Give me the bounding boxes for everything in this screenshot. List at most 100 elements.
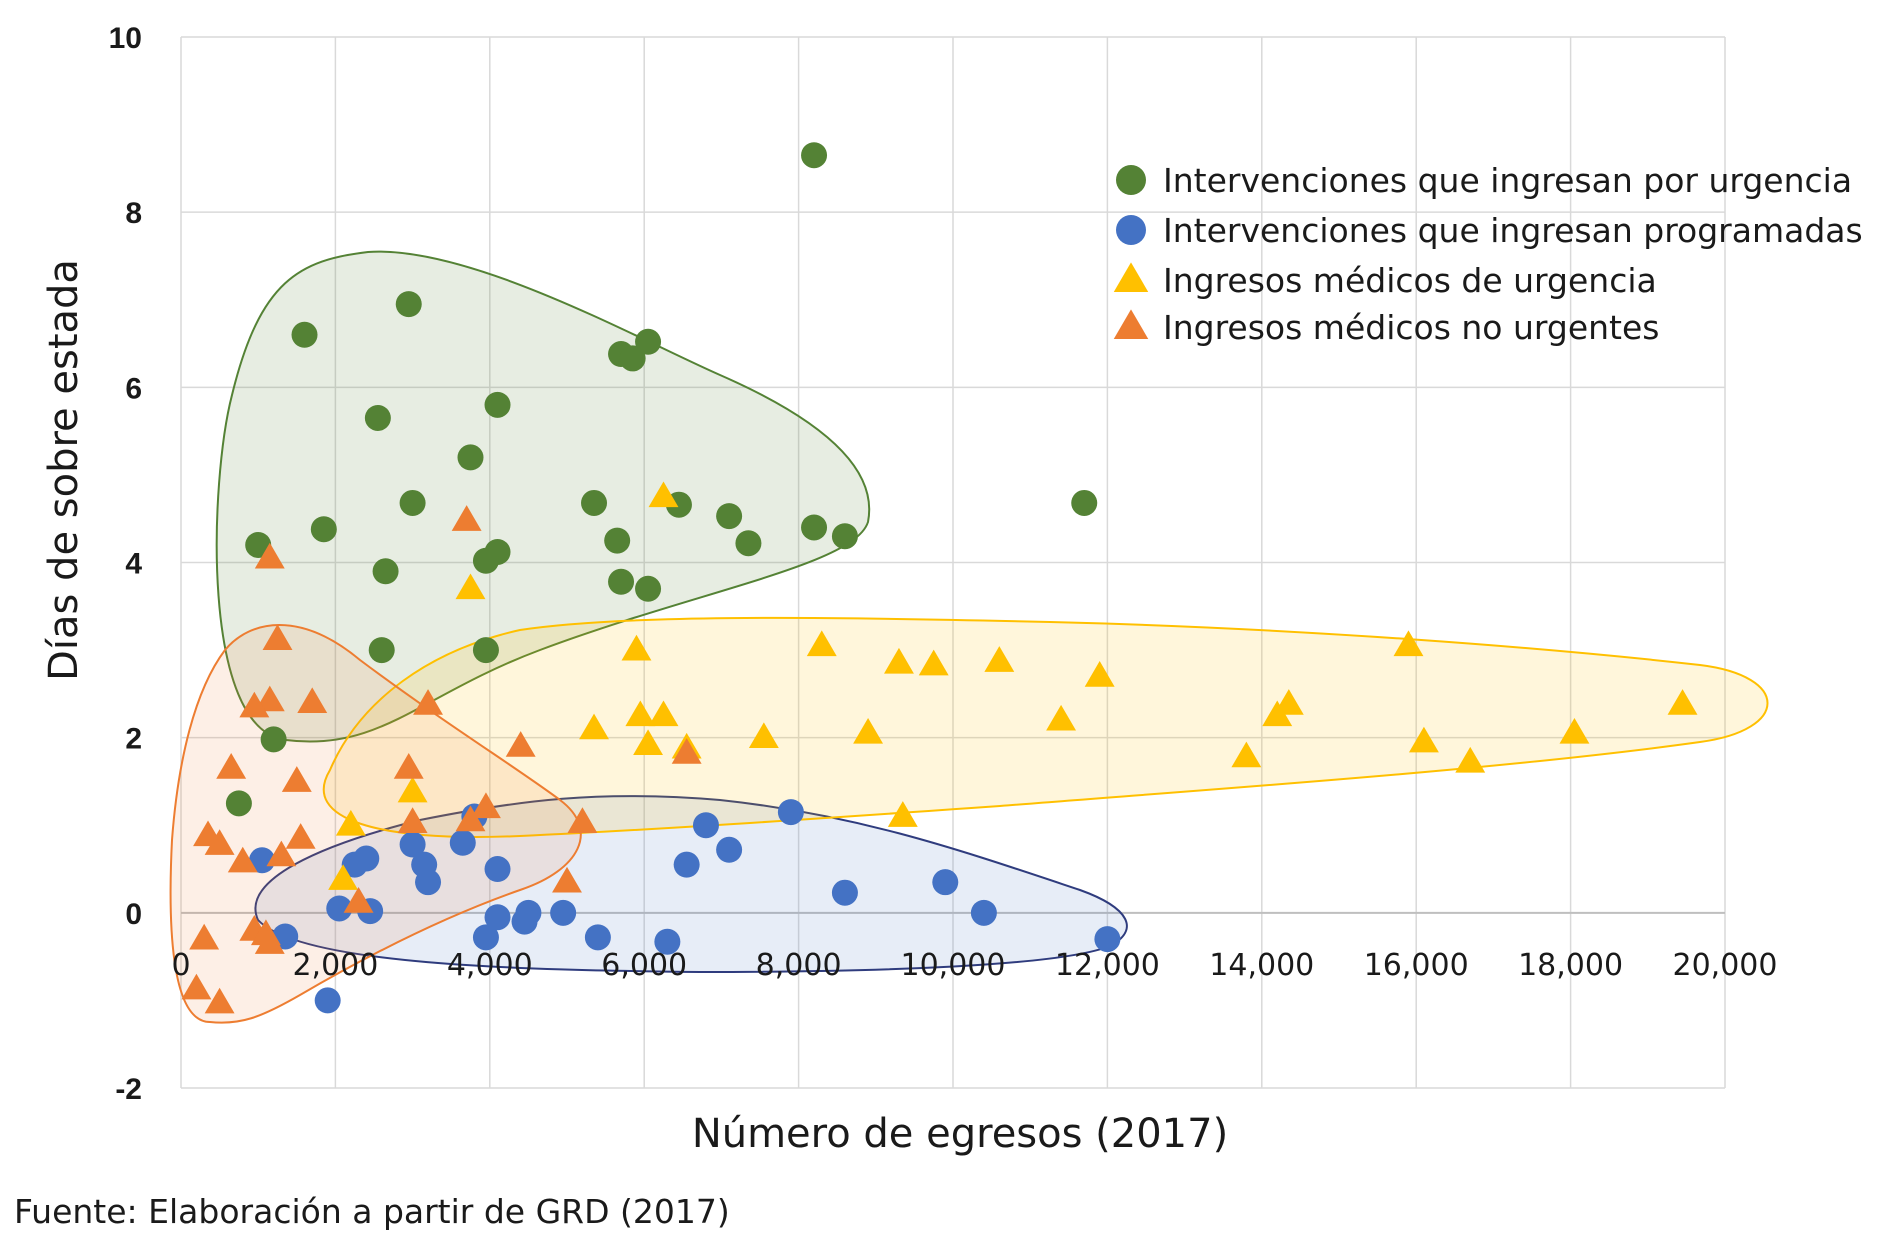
data-point [181, 973, 212, 1000]
data-point [552, 866, 582, 893]
data-point [621, 634, 652, 661]
data-point [189, 923, 220, 950]
data-point [716, 503, 743, 530]
x-axis-title: Número de egresos (2017) [692, 1111, 1228, 1157]
legend-marker [1116, 215, 1146, 245]
data-point [1455, 746, 1486, 773]
data-point [1094, 926, 1121, 953]
y-tick-label: 10 [109, 22, 142, 55]
data-point [604, 527, 631, 554]
data-point [326, 895, 353, 922]
cluster-shapes [169, 250, 1769, 1024]
series-group-2 [249, 799, 1121, 1014]
data-point [393, 753, 424, 779]
legend-label: Intervenciones que ingresan programadas [1163, 211, 1863, 250]
data-point [297, 687, 328, 714]
cluster-orange [169, 624, 582, 1024]
data-point [1084, 661, 1115, 687]
data-point [472, 924, 499, 951]
data-point [884, 647, 914, 674]
data-point [831, 879, 858, 906]
y-tick-label: -2 [115, 1073, 142, 1106]
data-point [291, 321, 318, 348]
data-point [341, 851, 368, 878]
x-tick-label: 14,000 [1209, 948, 1314, 983]
data-point [239, 691, 270, 718]
data-point [625, 700, 656, 727]
data-point [368, 637, 395, 664]
y-tick-label: 8 [125, 197, 142, 230]
legend-label: Ingresos médicos no urgentes [1163, 308, 1659, 347]
x-tick-label: 8,000 [756, 948, 842, 983]
data-point [984, 646, 1015, 672]
data-point [1559, 717, 1590, 744]
data-point [254, 542, 285, 569]
legend: Intervenciones que ingresan por urgencia… [1113, 161, 1863, 347]
data-point [451, 505, 482, 531]
data-point [635, 575, 662, 602]
data-point [216, 753, 247, 779]
data-point [314, 987, 341, 1014]
data-point [249, 847, 276, 874]
data-point [648, 700, 679, 727]
data-point [204, 987, 235, 1014]
data-point [470, 792, 501, 819]
data-point [225, 790, 252, 817]
data-point [484, 904, 511, 931]
x-tick-label: 12,000 [1055, 948, 1160, 983]
data-point [633, 729, 664, 756]
data-point [335, 809, 366, 836]
data-point [1262, 700, 1293, 727]
data-point [801, 142, 828, 169]
data-point [1231, 741, 1262, 768]
x-tick-label: 10,000 [901, 948, 1006, 983]
y-axis-title: Días de sobre estada [41, 259, 87, 681]
x-tick-label: 16,000 [1364, 948, 1469, 983]
data-point [364, 404, 391, 431]
data-point [932, 869, 959, 896]
data-point [550, 899, 577, 926]
data-point [635, 328, 662, 355]
series-group-4 [181, 505, 702, 1014]
data-point [372, 558, 399, 585]
data-point [853, 717, 884, 744]
data-point [397, 776, 428, 803]
legend-marker [1113, 309, 1149, 339]
series-group-1 [225, 142, 1098, 817]
data-point [777, 799, 804, 826]
x-tick-label: 20,000 [1673, 948, 1778, 983]
data-point [584, 924, 611, 951]
data-point [970, 899, 997, 926]
data-point [801, 514, 828, 541]
data-point [831, 523, 858, 550]
y-tick-label: 4 [125, 548, 142, 581]
data-point [472, 547, 499, 574]
data-point [484, 391, 511, 418]
data-point [204, 829, 235, 855]
data-point [227, 846, 258, 873]
data-point [567, 807, 598, 833]
legend-label: Intervenciones que ingresan por urgencia [1163, 161, 1852, 200]
data-point [455, 805, 486, 832]
x-tick-label: 6,000 [601, 948, 687, 983]
data-point [1393, 630, 1424, 657]
data-point [397, 807, 428, 833]
data-point [918, 649, 949, 676]
x-tick-label: 18,000 [1518, 948, 1623, 983]
data-point [413, 689, 443, 715]
data-point [887, 801, 918, 827]
legend-marker [1113, 262, 1149, 292]
data-point [455, 573, 486, 600]
data-point [1046, 704, 1077, 731]
data-point [449, 829, 476, 856]
data-point [457, 444, 484, 471]
data-point [472, 637, 499, 664]
data-point [671, 738, 702, 764]
data-point [581, 489, 608, 516]
data-point [579, 713, 609, 740]
data-point [281, 766, 312, 792]
data-point [260, 726, 287, 753]
legend-label: Ingresos médicos de urgencia [1163, 261, 1657, 300]
data-point [415, 869, 442, 896]
